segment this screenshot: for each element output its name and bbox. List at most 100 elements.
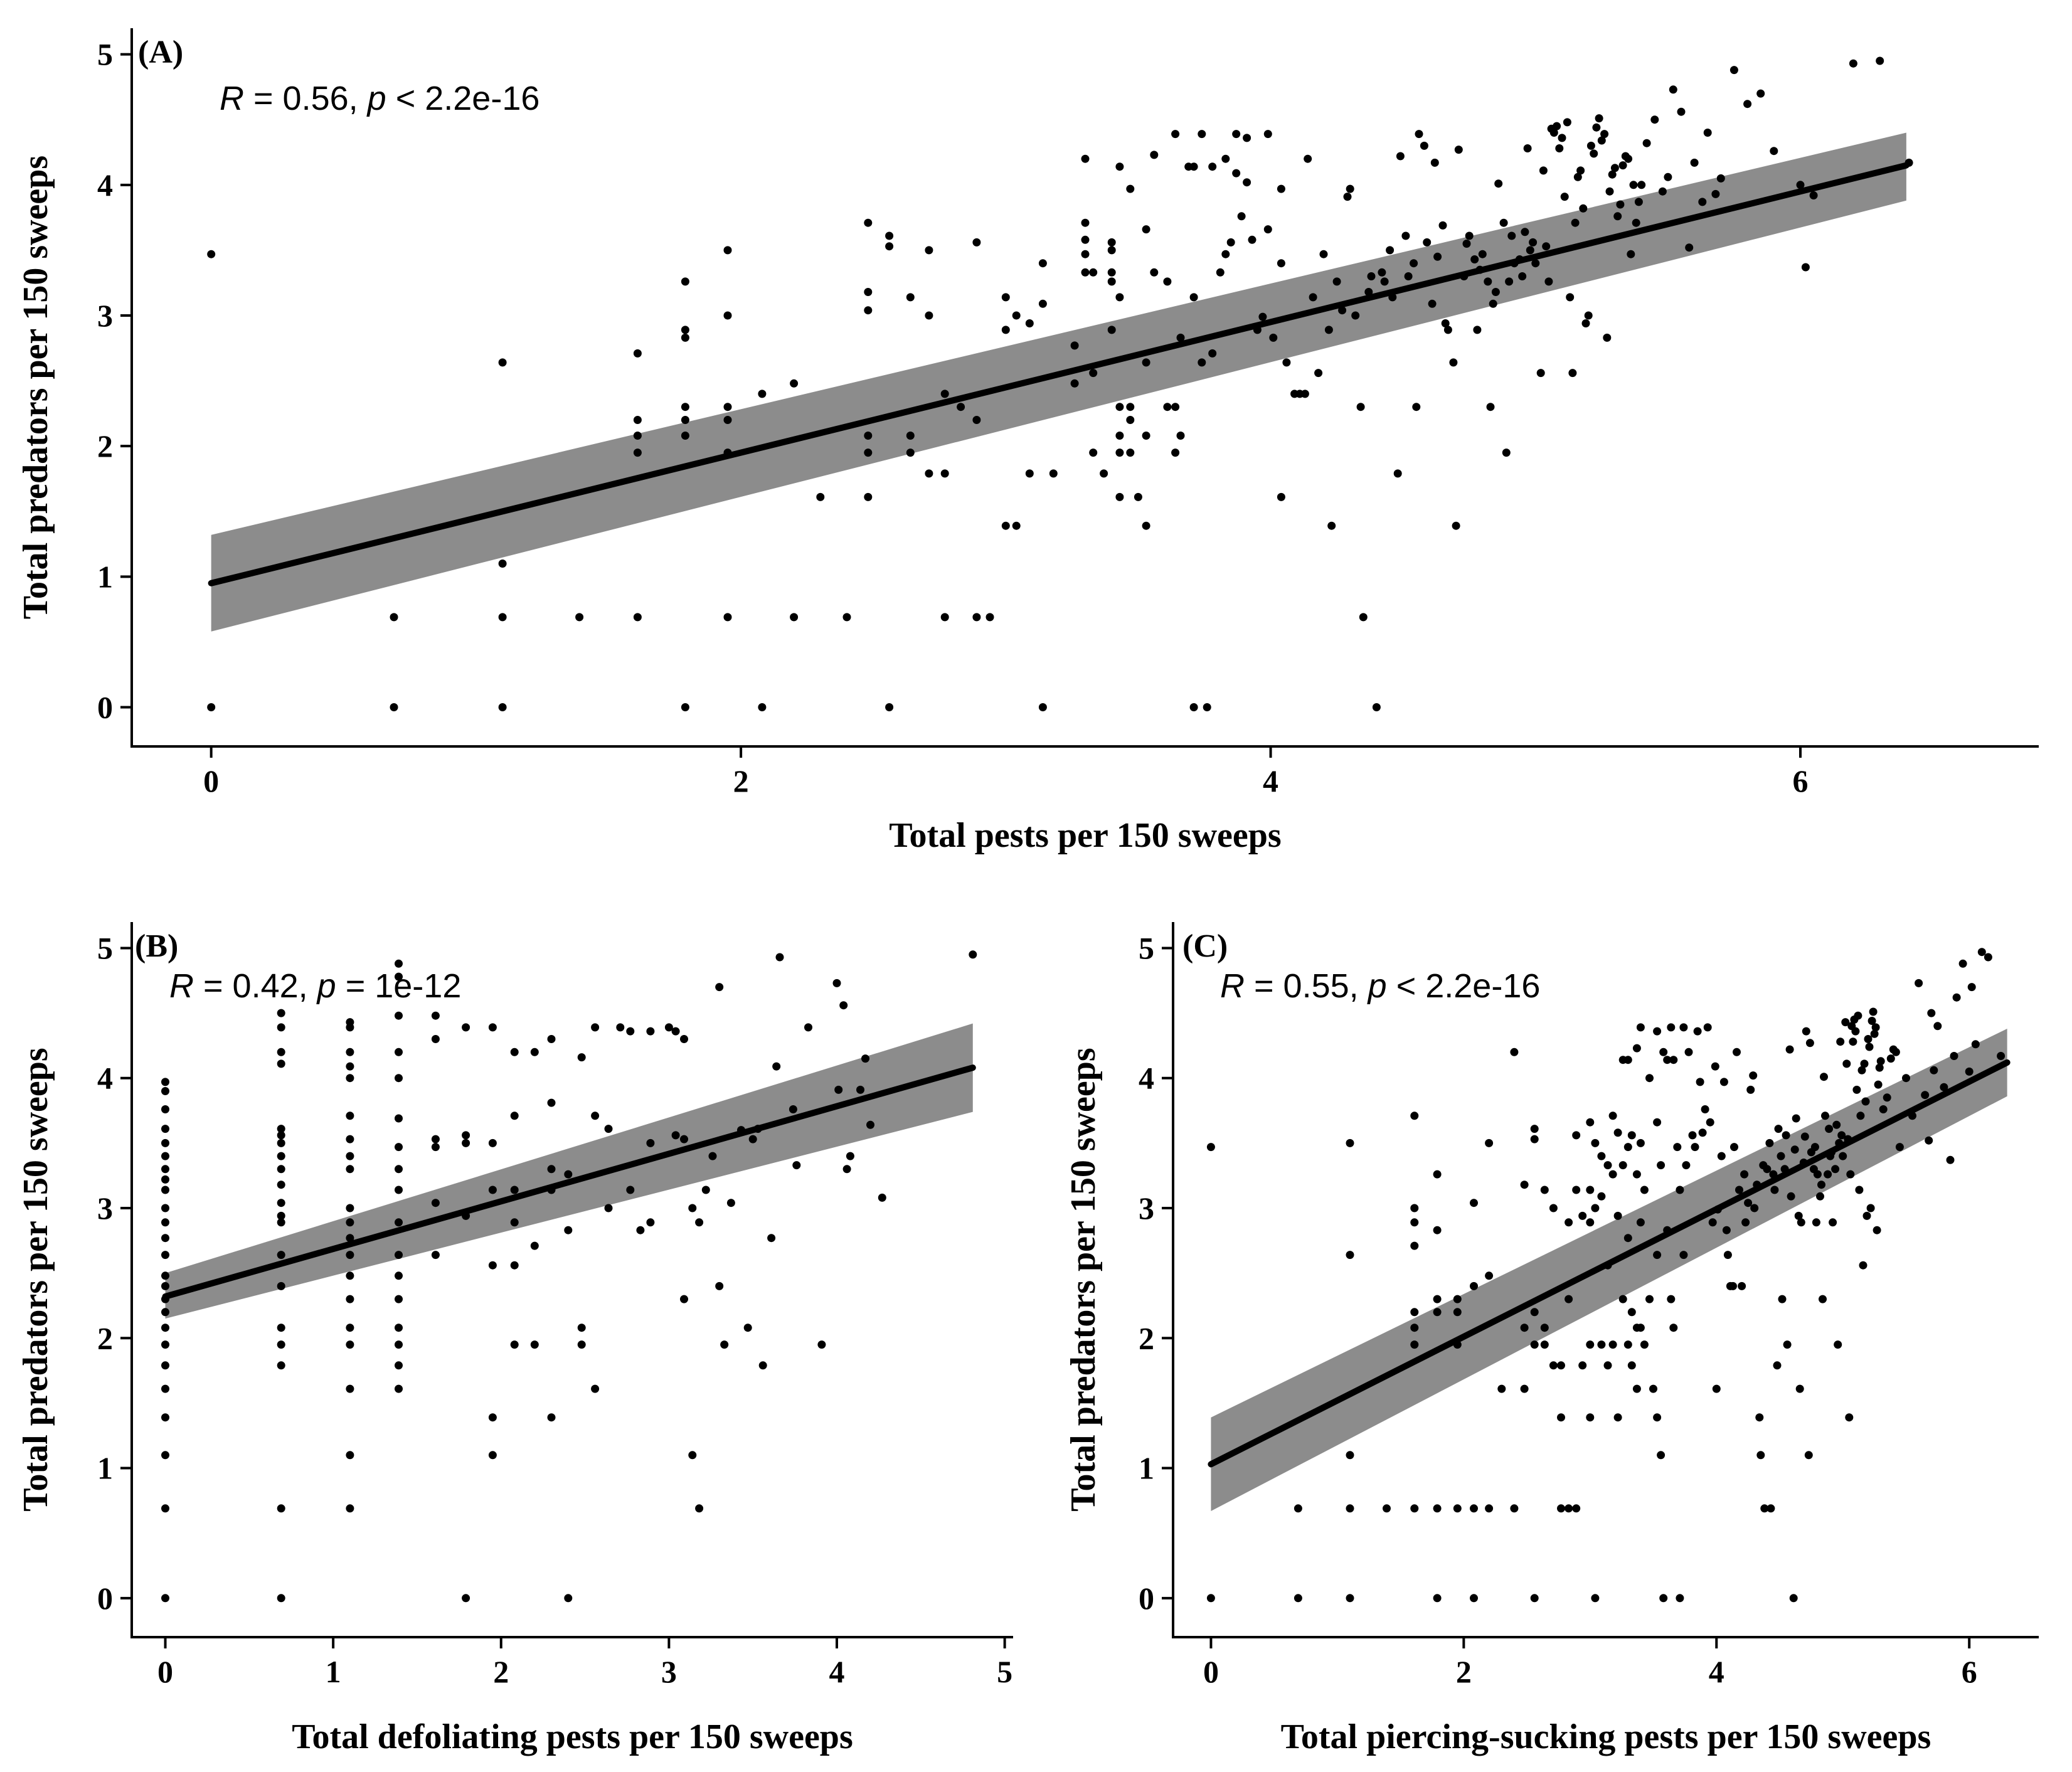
y-tick-label: 2	[1139, 1320, 1154, 1356]
data-point	[564, 1594, 573, 1603]
data-point	[790, 379, 799, 388]
data-point	[906, 432, 915, 440]
data-point	[1203, 703, 1211, 711]
data-point	[842, 1165, 851, 1174]
data-point	[1540, 1324, 1549, 1332]
data-point	[161, 1175, 169, 1184]
data-point	[1669, 1056, 1678, 1064]
data-point	[1698, 198, 1707, 206]
data-point	[1802, 1027, 1810, 1036]
data-point	[277, 1199, 285, 1207]
data-point	[1081, 268, 1090, 277]
data-point	[1364, 288, 1373, 296]
data-point	[832, 979, 841, 987]
data-point	[1857, 1066, 1866, 1074]
data-point	[564, 1170, 573, 1179]
data-point	[395, 1361, 403, 1370]
data-point	[616, 1023, 625, 1032]
data-point	[1676, 1594, 1684, 1603]
data-point	[161, 1138, 169, 1147]
data-point	[1618, 1295, 1627, 1303]
data-point	[1706, 1118, 1714, 1127]
data-point	[1198, 358, 1206, 367]
data-point	[277, 1218, 285, 1227]
data-point	[1555, 144, 1564, 152]
data-point	[1684, 1048, 1693, 1056]
data-point	[1557, 1413, 1565, 1422]
data-point	[577, 1053, 586, 1062]
y-tick-label: 5	[97, 37, 113, 72]
data-point	[1608, 1170, 1617, 1179]
data-point	[767, 1234, 776, 1243]
data-point	[1372, 703, 1381, 711]
data-point	[1380, 277, 1389, 286]
data-point	[775, 953, 784, 962]
data-point	[1862, 1211, 1871, 1220]
data-point	[1150, 268, 1159, 277]
data-point	[1871, 1023, 1880, 1032]
data-point	[1616, 200, 1625, 209]
data-point	[1248, 235, 1256, 244]
data-point	[1730, 1143, 1738, 1152]
data-point	[758, 1361, 767, 1370]
data-point	[346, 1218, 354, 1227]
data-point	[633, 613, 642, 622]
data-point	[1142, 225, 1150, 234]
x-tick-label: 3	[661, 1654, 677, 1689]
data-point	[940, 390, 949, 398]
data-point	[395, 1143, 403, 1152]
data-point	[1433, 252, 1442, 261]
data-point	[1821, 1111, 1829, 1120]
data-point	[1540, 1186, 1549, 1194]
data-point	[834, 1085, 843, 1094]
data-point	[1627, 1131, 1636, 1140]
data-point	[681, 416, 689, 424]
data-point	[1507, 231, 1516, 240]
data-point	[1206, 1143, 1215, 1152]
data-point	[1746, 1085, 1755, 1094]
data-point	[1263, 225, 1272, 234]
data-point	[1685, 243, 1694, 252]
data-point	[277, 1281, 285, 1290]
x-tick-label: 2	[733, 763, 749, 798]
data-point	[1038, 299, 1047, 308]
data-point	[1518, 272, 1527, 280]
data-point	[1586, 1340, 1595, 1349]
data-point	[1530, 1135, 1539, 1143]
data-point	[1453, 1504, 1462, 1513]
data-point	[633, 448, 642, 457]
data-point	[1774, 1125, 1783, 1133]
data-point	[395, 1074, 403, 1083]
data-point	[1012, 311, 1021, 320]
correlation-annotation: R = 0.56, p < 2.2e-16	[220, 80, 539, 117]
data-point	[1216, 268, 1225, 277]
data-point	[1176, 333, 1185, 342]
data-point	[1163, 403, 1172, 411]
data-point	[1750, 1204, 1759, 1212]
data-point	[1653, 1027, 1662, 1036]
panel-c: 0 1 2 3 4 5 0 2 4 6 Total piercing-sucking pests p…	[1064, 922, 2039, 1756]
data-point	[1572, 1131, 1581, 1140]
data-point	[488, 1413, 497, 1422]
data-point	[1719, 1078, 1728, 1086]
data-point	[277, 1048, 285, 1056]
data-point	[161, 1165, 169, 1174]
data-point	[1679, 1023, 1688, 1032]
y-tick-label: 0	[97, 1581, 113, 1616]
data-point	[688, 1451, 697, 1460]
data-point	[1433, 1170, 1442, 1179]
data-point	[1189, 703, 1198, 711]
data-point	[1521, 228, 1529, 236]
data-point	[346, 1048, 354, 1056]
data-point	[1523, 144, 1532, 152]
data-point	[1070, 341, 1079, 350]
data-point	[1346, 1251, 1354, 1260]
data-point	[1876, 56, 1884, 65]
data-point	[1874, 1080, 1883, 1089]
data-point	[856, 1085, 864, 1094]
data-point	[1089, 448, 1098, 457]
data-point	[758, 390, 767, 398]
data-point	[1597, 1152, 1606, 1160]
x-tick-label: 1	[326, 1654, 341, 1689]
data-point	[1294, 1504, 1302, 1513]
